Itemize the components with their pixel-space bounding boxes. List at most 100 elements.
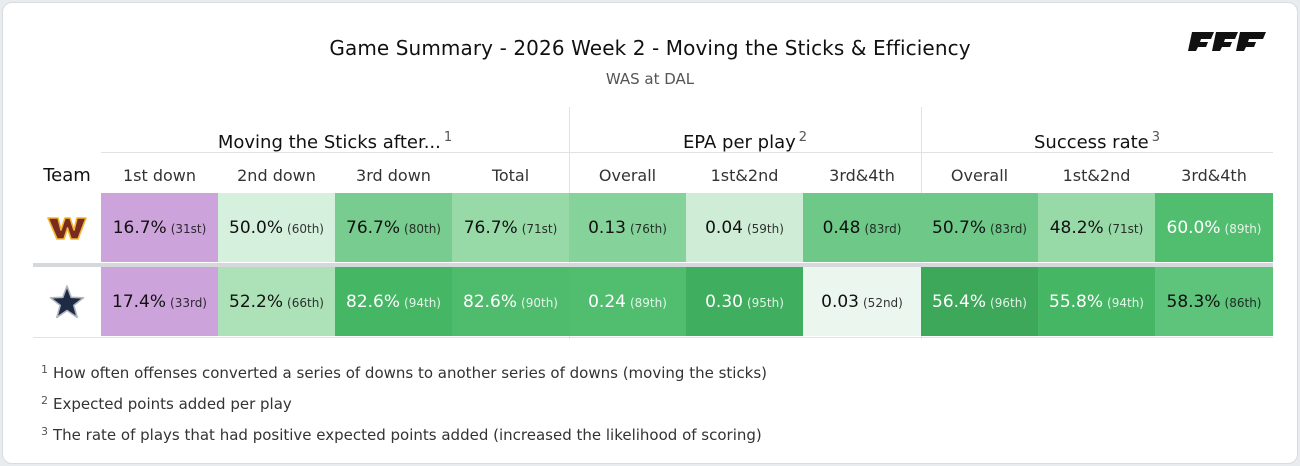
cell-rank: (90th): [521, 296, 558, 310]
footnote-text: How often offenses converted a series of…: [53, 364, 768, 382]
team-logo-dal: [33, 267, 101, 336]
cell-value: 60.0%: [1166, 218, 1221, 238]
group-header-label: Success rate: [1033, 132, 1149, 153]
cell-value: 48.2%: [1049, 218, 1104, 238]
cell-rank: (86th): [1224, 296, 1262, 310]
cell-dal-sr-3rd4th: 58.3% (86th): [1155, 267, 1273, 336]
cell-value: 0.13: [588, 218, 626, 238]
footnote-ref: 3: [1151, 130, 1161, 145]
footnote-2: 2 Expected points added per play: [41, 394, 292, 413]
column-header: 1st down: [122, 166, 197, 185]
footnote-number: 3: [41, 425, 48, 438]
cell-value: 52.2%: [229, 292, 284, 312]
pff-logo-icon: [1188, 32, 1266, 51]
footnote-1: 1 How often offenses converted a series o…: [41, 363, 767, 382]
cell-rank: (89th): [1224, 222, 1262, 236]
cell-rank: (83rd): [864, 222, 902, 236]
cell-dal-epa-1st2nd: 0.30 (95th): [686, 267, 803, 336]
cell-rank: (66th): [287, 296, 324, 310]
cell-value: 50.0%: [229, 218, 284, 238]
cell-rank: (71st): [521, 222, 558, 236]
cell-value: 17.4: [112, 292, 150, 312]
cell-dal-sr-overall: 56.4% (96th): [921, 267, 1038, 336]
column-header: 3rd&4th: [829, 166, 895, 185]
column-header: 1st&2nd: [710, 166, 779, 185]
cell-dal-epa-overall: 0.24 (89th): [569, 267, 686, 336]
cell-was-epa-overall: 0.13 (76th): [569, 193, 686, 262]
cell-rank: (80th): [404, 222, 441, 236]
commanders-w-logo-icon: [47, 216, 87, 240]
group-header-epa: EPA per play 2: [569, 123, 921, 153]
cell-was-2nd-down: 50.0% (60th): [218, 193, 335, 262]
column-header: Overall: [598, 166, 657, 185]
cowboys-star-icon: [49, 284, 85, 318]
column-header: 2nd down: [237, 166, 316, 185]
cell-value: 16.7: [112, 218, 151, 238]
team-column-header: Team: [43, 165, 91, 186]
cell-value: 0.48: [822, 218, 861, 238]
cell-rank: (94th): [1107, 296, 1144, 310]
footnote-ref: 2: [798, 130, 808, 145]
cell-rank: (95th): [746, 296, 784, 310]
footnote-number: 1: [41, 363, 48, 376]
cell-rank: (59th): [746, 222, 784, 236]
footnote-text: Expected points added per play: [53, 395, 292, 413]
cell-value: 0.30: [705, 292, 743, 312]
footnote-text: The rate of plays that had positive expe…: [53, 426, 762, 444]
page-title: Game Summary - 2026 Week 2 - Moving the …: [329, 36, 971, 60]
cell-rank: (89th): [629, 296, 667, 310]
cell-rank: (71st): [1107, 222, 1144, 236]
cell-was-sr-overall: 50.7% (83rd): [921, 193, 1038, 262]
cell-value: 55.8%: [1049, 292, 1104, 312]
cell-dal-3rd-down: 82.6% (94th): [335, 267, 452, 336]
cell-dal-total: 82.6% (90th): [452, 267, 569, 336]
cell-dal-2nd-down: 52.2% (66th): [218, 267, 335, 336]
cell-rank: (52nd): [863, 296, 903, 310]
page-subtitle: WAS at DAL: [605, 70, 695, 88]
cell-value: 82.6%: [346, 292, 401, 312]
group-header-label: Moving the Sticks after...: [217, 132, 441, 153]
cell-unit: %: [150, 218, 167, 238]
group-underline: [101, 152, 1273, 153]
column-header: 1st&2nd: [1062, 166, 1131, 185]
cell-value: 50.7%: [932, 218, 987, 238]
cell-was-sr-1st2nd: 48.2% (71st): [1038, 193, 1155, 262]
cell-unit: %: [149, 292, 167, 312]
cell-rank: (33rd): [170, 296, 207, 310]
column-header: Total: [491, 166, 530, 185]
cell-value: 0.03: [821, 292, 859, 312]
cell-was-3rd-down: 76.7% (80th): [335, 193, 452, 262]
group-header-success-rate: Success rate 3: [921, 123, 1273, 153]
cell-value: 0.24: [588, 292, 626, 312]
cell-rank: (76th): [629, 222, 667, 236]
cell-was-epa-3rd4th: 0.48 (83rd): [803, 193, 921, 262]
cell-value: 58.3%: [1166, 292, 1221, 312]
column-header: Overall: [950, 166, 1009, 185]
cell-rank: (83rd): [990, 222, 1027, 236]
group-header-label: EPA per play: [682, 132, 796, 153]
cell-value: 56.4%: [932, 292, 987, 312]
cell-dal-sr-1st2nd: 55.8% (94th): [1038, 267, 1155, 336]
cell-value: 0.04: [705, 218, 743, 238]
cell-was-epa-1st2nd: 0.04 (59th): [686, 193, 803, 262]
table-bottom-border: [33, 337, 1273, 338]
cell-rank: (31st): [170, 222, 207, 236]
cell-value: 82.6%: [463, 292, 518, 312]
group-header-moving-sticks: Moving the Sticks after... 1: [101, 123, 569, 153]
cell-was-sr-3rd4th: 60.0% (89th): [1155, 193, 1273, 262]
cell-dal-1st-down: 17.4% (33rd): [101, 267, 218, 336]
column-header: 3rd&4th: [1181, 166, 1247, 185]
cell-was-total: 76.7% (71st): [452, 193, 569, 262]
row-separator: [33, 263, 1273, 267]
cell-rank: (96th): [990, 296, 1027, 310]
cell-was-1st-down: 16.7% (31st): [101, 193, 218, 262]
cell-rank: (60th): [287, 222, 324, 236]
cell-value: 76.7%: [346, 218, 401, 238]
footnote-ref: 1: [443, 130, 453, 145]
column-header: 3rd down: [356, 166, 431, 185]
footnote-3: 3 The rate of plays that had positive exp…: [41, 425, 762, 444]
cell-dal-epa-3rd4th: 0.03 (52nd): [803, 267, 921, 336]
cell-rank: (94th): [404, 296, 441, 310]
footnote-number: 2: [41, 394, 48, 407]
